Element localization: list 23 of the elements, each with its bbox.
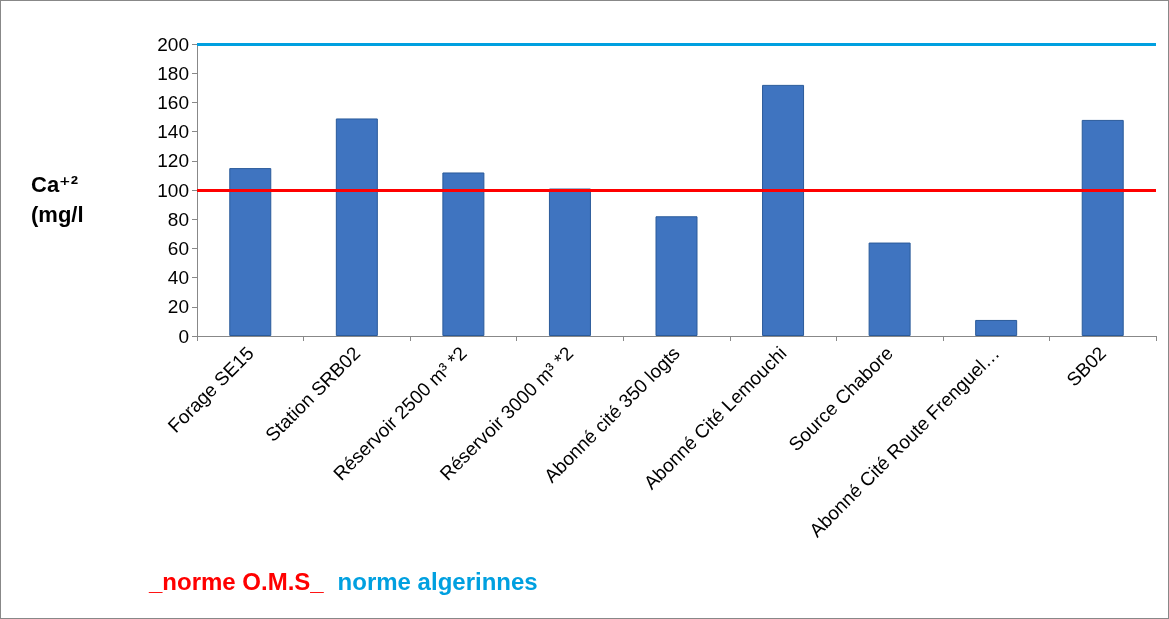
bar <box>442 172 485 336</box>
y-tick-label: 140 <box>157 121 189 143</box>
y-tick-label: 60 <box>167 237 189 259</box>
bar <box>229 168 272 336</box>
y-axis-title: Ca⁺² (mg/l <box>31 171 84 227</box>
y-tick-label: 160 <box>157 91 189 113</box>
y-tick-label: 80 <box>167 208 189 230</box>
y-tick-label: 20 <box>167 296 189 318</box>
bar <box>975 319 1018 336</box>
bar <box>548 188 591 336</box>
bar <box>762 84 805 336</box>
y-tick-label: 0 <box>178 325 189 347</box>
y-tick-label: 120 <box>157 150 189 172</box>
bar <box>1081 119 1124 336</box>
y-tick-label: 200 <box>157 33 189 55</box>
y-tick-label: 40 <box>167 267 189 289</box>
bar <box>335 118 378 336</box>
y-tick-label: 180 <box>157 62 189 84</box>
bar <box>868 242 911 336</box>
y-tick-label: 100 <box>157 179 189 201</box>
ref-line-label: norme algerinnes <box>337 567 538 595</box>
bar <box>655 216 698 336</box>
ref-line-label: _norme O.M.S_ <box>148 567 325 595</box>
